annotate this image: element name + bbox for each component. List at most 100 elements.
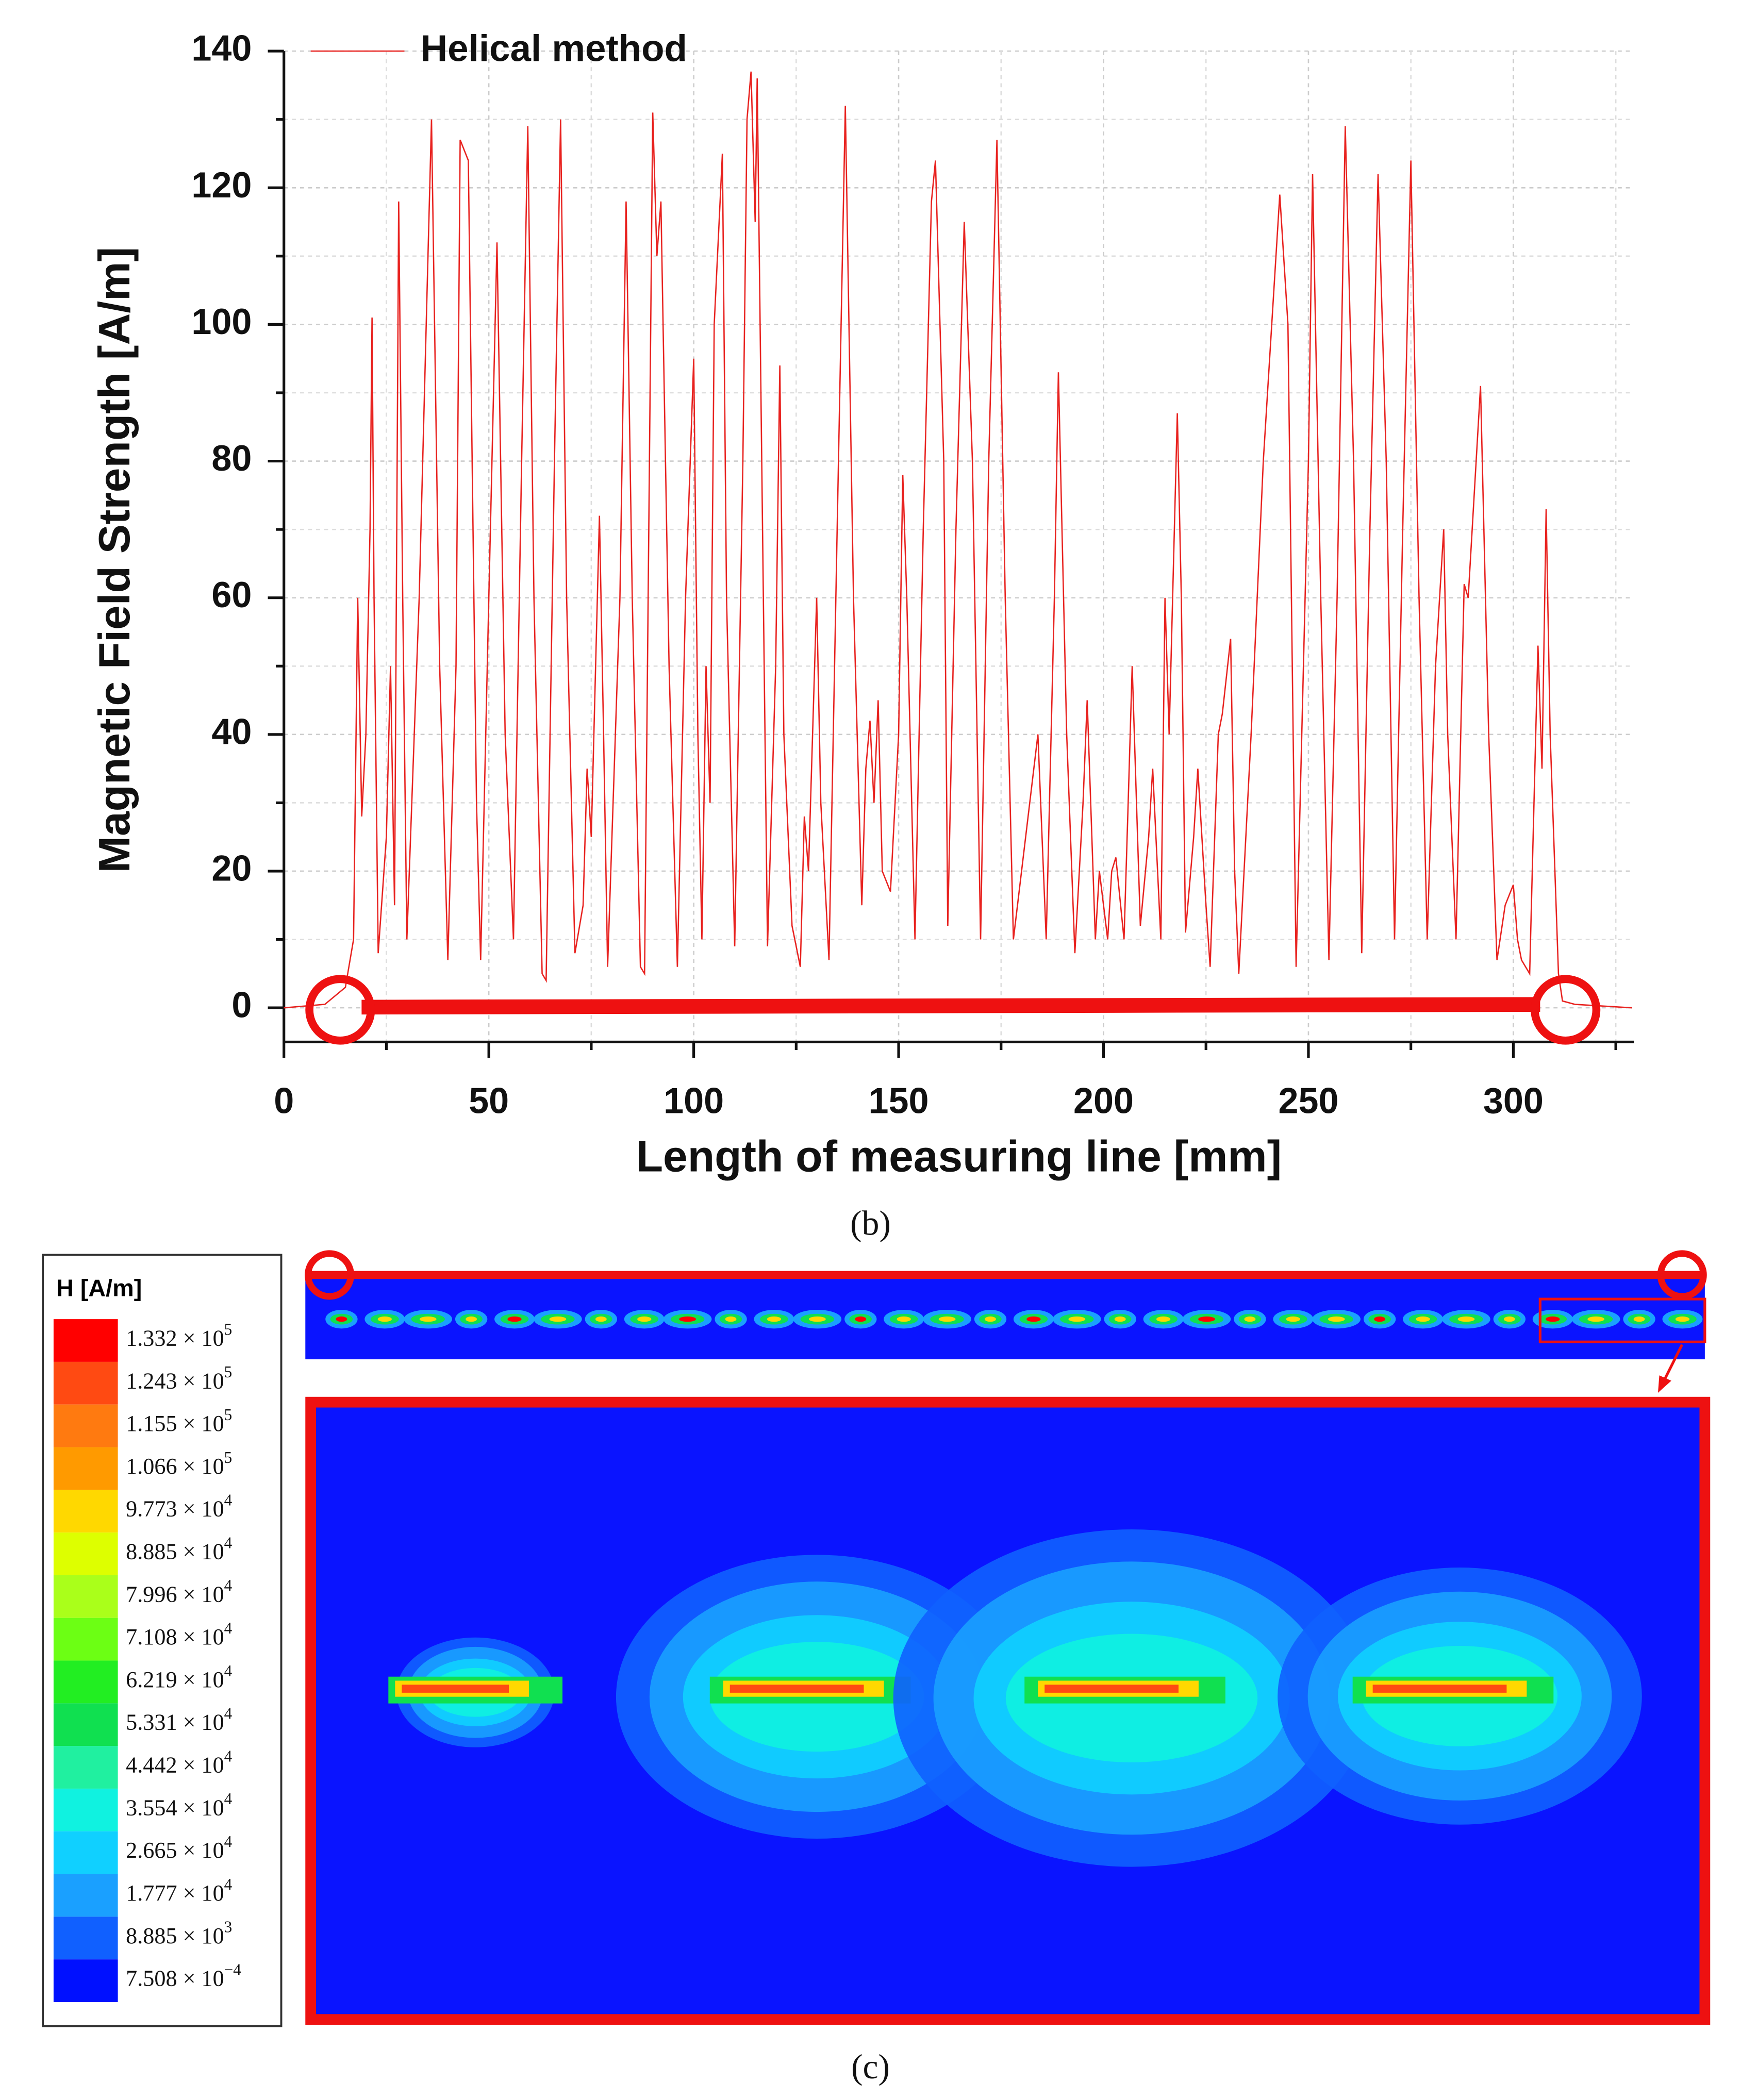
hotspot bbox=[1416, 1316, 1430, 1322]
hotspot bbox=[1503, 1316, 1515, 1322]
hotspot bbox=[1156, 1316, 1171, 1322]
hotspot bbox=[1374, 1316, 1386, 1322]
colorbar-label: 8.885 × 104 bbox=[126, 1534, 233, 1564]
colorbar-swatch bbox=[53, 1490, 118, 1533]
colorbar-swatch bbox=[53, 1831, 118, 1874]
label-base: 9.773 × 10 bbox=[126, 1496, 224, 1522]
colorbar-label: 2.665 × 104 bbox=[126, 1832, 233, 1863]
label-exp: 4 bbox=[224, 1491, 233, 1509]
colorbar-label: 1.777 × 104 bbox=[126, 1875, 233, 1906]
hotspot bbox=[1633, 1316, 1645, 1322]
field-core bbox=[1372, 1685, 1507, 1693]
colorbar-swatch bbox=[53, 1788, 118, 1831]
zoom-frame bbox=[305, 1396, 1711, 2025]
caption: (c) bbox=[851, 2047, 890, 2086]
colorbar-swatch bbox=[53, 1916, 118, 1960]
hotspot bbox=[466, 1316, 477, 1322]
field-core bbox=[1044, 1685, 1179, 1693]
hotspot bbox=[1286, 1316, 1300, 1322]
colorbar-label: 3.554 × 104 bbox=[126, 1790, 233, 1820]
x-axis-label: Length of measuring line [mm] bbox=[636, 1132, 1282, 1181]
colorbar-swatch bbox=[53, 1703, 118, 1746]
zoom-arrow bbox=[1662, 1344, 1684, 1383]
colorbar-title: H [A/m] bbox=[56, 1274, 142, 1301]
hotspot bbox=[767, 1316, 782, 1322]
colorbar-label: 7.508 × 10−4 bbox=[126, 1961, 241, 1991]
y-tick-label: 0 bbox=[231, 985, 252, 1025]
y-axis-label: Magnetic Field Strength [A/m] bbox=[90, 247, 139, 873]
zoom-box bbox=[1538, 1297, 1706, 1343]
hotspot bbox=[855, 1316, 867, 1322]
hotspot bbox=[377, 1316, 392, 1322]
colorbar-swatch bbox=[53, 1746, 118, 1789]
label-exp: 5 bbox=[224, 1406, 233, 1424]
hotspot bbox=[336, 1316, 347, 1322]
y-tick-label: 80 bbox=[211, 438, 252, 478]
colorbar-swatch bbox=[53, 1447, 118, 1490]
colorbar-label: 4.442 × 104 bbox=[126, 1747, 233, 1778]
label-exp: 4 bbox=[224, 1619, 233, 1637]
hotspot bbox=[1675, 1316, 1690, 1322]
label-base: 7.108 × 10 bbox=[126, 1624, 224, 1649]
colorbar-swatch bbox=[53, 1532, 118, 1575]
hotspot bbox=[725, 1316, 737, 1322]
hotspot bbox=[1068, 1316, 1086, 1322]
y-tick-label: 60 bbox=[211, 575, 252, 615]
x-tick-label: 0 bbox=[274, 1080, 294, 1121]
hotspot bbox=[1114, 1316, 1126, 1322]
field-core bbox=[402, 1685, 509, 1693]
hotspot bbox=[507, 1316, 522, 1322]
hotspot bbox=[985, 1316, 996, 1322]
colorbar-label: 1.243 × 105 bbox=[126, 1363, 232, 1393]
label-exp: 4 bbox=[224, 1534, 233, 1552]
label-base: 1.243 × 10 bbox=[126, 1368, 224, 1393]
colorbar-label: 9.773 × 104 bbox=[126, 1491, 233, 1522]
hotspot bbox=[1546, 1316, 1560, 1322]
y-tick-label: 40 bbox=[211, 711, 252, 752]
y-tick-label: 20 bbox=[211, 848, 252, 889]
colorbar-swatch bbox=[53, 1404, 118, 1447]
label-exp: 4 bbox=[224, 1705, 233, 1723]
zoom-arrow-head bbox=[1657, 1375, 1671, 1393]
hotspot bbox=[1026, 1316, 1041, 1322]
hotspot bbox=[1587, 1316, 1605, 1322]
x-tick-label: 300 bbox=[1483, 1080, 1544, 1121]
colorbar-label: 7.996 × 104 bbox=[126, 1576, 233, 1607]
label-base: 1.777 × 10 bbox=[126, 1880, 224, 1906]
x-tick-label: 50 bbox=[469, 1080, 509, 1121]
hotspot bbox=[897, 1316, 911, 1322]
label-exp: 4 bbox=[224, 1875, 233, 1893]
label-base: 1.155 × 10 bbox=[126, 1411, 224, 1436]
label-base: 7.996 × 10 bbox=[126, 1581, 224, 1607]
label-base: 3.554 × 10 bbox=[126, 1795, 224, 1820]
caption: (b) bbox=[850, 1204, 891, 1242]
label-exp: −4 bbox=[224, 1961, 242, 1979]
hotspot bbox=[549, 1316, 567, 1322]
annotation-line bbox=[361, 997, 1540, 1015]
x-tick-label: 200 bbox=[1073, 1080, 1134, 1121]
x-tick-label: 250 bbox=[1278, 1080, 1338, 1121]
label-base: 1.332 × 10 bbox=[126, 1326, 224, 1351]
label-base: 5.331 × 10 bbox=[126, 1710, 224, 1735]
field-core bbox=[729, 1685, 864, 1693]
highlight-circle bbox=[1657, 1250, 1707, 1300]
legend-label: Helical method bbox=[421, 27, 687, 69]
hotspot bbox=[637, 1316, 652, 1322]
label-exp: 4 bbox=[224, 1662, 233, 1680]
y-tick-label: 140 bbox=[191, 28, 252, 69]
label-exp: 4 bbox=[224, 1747, 233, 1765]
label-base: 6.219 × 10 bbox=[126, 1667, 224, 1692]
hotspot bbox=[1198, 1316, 1215, 1322]
y-tick-label: 100 bbox=[191, 302, 252, 342]
colorbar-label: 1.066 × 105 bbox=[126, 1448, 232, 1479]
colorbar-label: 8.885 × 103 bbox=[126, 1918, 232, 1948]
colorbar-swatch bbox=[53, 1660, 118, 1704]
label-exp: 4 bbox=[224, 1576, 233, 1594]
colorbar-label: 1.332 × 105 bbox=[126, 1321, 232, 1351]
label-base: 2.665 × 10 bbox=[126, 1838, 224, 1863]
hotspot bbox=[1457, 1316, 1475, 1322]
x-tick-label: 150 bbox=[869, 1080, 929, 1121]
label-exp: 5 bbox=[224, 1321, 233, 1339]
hotspot bbox=[595, 1316, 607, 1322]
